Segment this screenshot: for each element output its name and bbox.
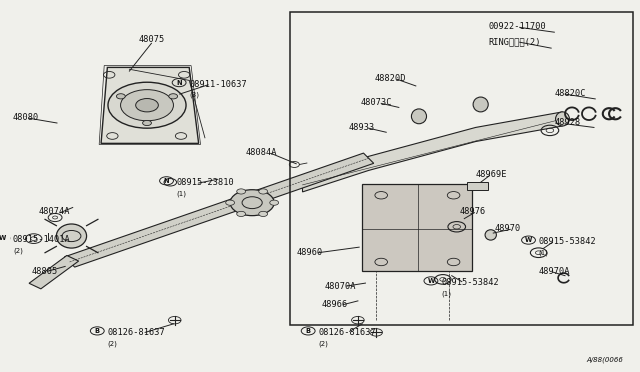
Circle shape [270,200,278,205]
Polygon shape [29,256,79,289]
Text: 48933: 48933 [348,123,374,132]
Circle shape [108,82,186,128]
Text: 48084A: 48084A [246,148,277,157]
Text: 48970: 48970 [495,224,521,233]
Circle shape [226,200,234,205]
Text: 48820C: 48820C [554,89,586,98]
Text: 08915-23810: 08915-23810 [177,178,234,187]
Circle shape [259,211,268,217]
Polygon shape [65,153,374,267]
Text: (3): (3) [189,92,199,99]
Circle shape [136,99,158,112]
Ellipse shape [485,230,497,240]
Text: N: N [164,178,170,184]
Circle shape [230,190,274,216]
Text: W: W [428,278,435,284]
Text: 08911-10637: 08911-10637 [189,80,247,89]
Text: 48075: 48075 [138,35,164,44]
Text: (2): (2) [13,248,23,254]
Circle shape [169,94,177,99]
Text: 48073C: 48073C [361,98,392,107]
Circle shape [259,189,268,194]
Circle shape [237,189,246,194]
Circle shape [116,94,125,99]
Text: 00922-11700: 00922-11700 [488,22,546,31]
Text: (2): (2) [318,340,328,347]
Text: 48960: 48960 [296,248,323,257]
Text: 48074A: 48074A [38,208,70,217]
Text: 48820D: 48820D [375,74,406,83]
Text: 08126-81637: 08126-81637 [108,328,165,337]
Text: 48976: 48976 [460,208,486,217]
Polygon shape [362,184,472,271]
Text: A/88(0066: A/88(0066 [587,357,623,363]
Text: N: N [176,80,182,86]
Polygon shape [303,112,563,192]
Text: 08915-53842: 08915-53842 [441,278,499,287]
Text: B: B [95,328,100,334]
Text: (1): (1) [177,190,187,197]
Circle shape [237,211,246,217]
Ellipse shape [412,109,426,124]
Circle shape [120,90,173,121]
Text: 48070A: 48070A [324,282,356,291]
Text: 08915-1401A: 08915-1401A [13,235,70,244]
Text: W: W [0,235,6,241]
Text: W: W [525,237,532,243]
Text: 08126-81637: 08126-81637 [318,328,376,337]
FancyBboxPatch shape [467,182,488,190]
Text: RINGリング(2): RINGリング(2) [488,37,541,46]
Text: 48928: 48928 [554,119,580,128]
Text: (1): (1) [441,290,451,297]
Circle shape [143,121,152,126]
Ellipse shape [56,224,86,248]
Ellipse shape [473,97,488,112]
Text: 48966: 48966 [321,300,348,309]
Text: (2): (2) [108,340,117,347]
Polygon shape [101,67,198,143]
Text: 48805: 48805 [32,267,58,276]
Text: (1): (1) [539,250,548,256]
Text: 48080: 48080 [13,113,39,122]
Text: B: B [306,328,310,334]
Text: 08915-53842: 08915-53842 [539,237,596,246]
Text: 48969E: 48969E [476,170,507,179]
Text: 48970A: 48970A [539,267,570,276]
Ellipse shape [556,112,570,126]
